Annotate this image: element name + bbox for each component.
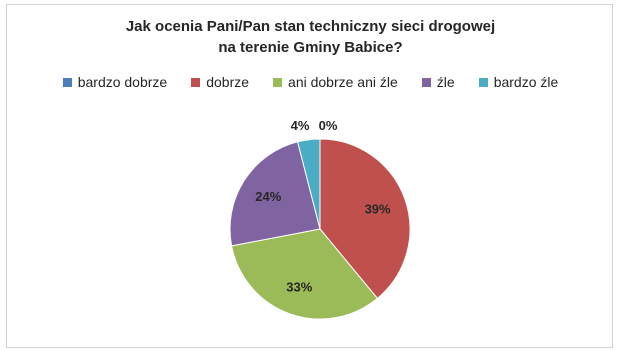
pie-label-zle: 24% (255, 189, 281, 204)
legend-swatch-zle (421, 77, 431, 87)
legend-label-dobrze: dobrze (206, 74, 250, 90)
legend-swatch-ani-dobrze-ani-zle (273, 77, 283, 87)
pie-slice-bardzo-zle (297, 138, 321, 230)
pie-slice-dobrze (319, 138, 411, 300)
legend-label-zle: źle (436, 74, 455, 90)
pie-label-ani-dobrze-ani-zle: 33% (286, 280, 312, 295)
pie-label-dobrze: 39% (365, 201, 391, 216)
chart-title: Jak ocenia Pani/Pan stan techniczny siec… (0, 16, 621, 58)
legend-label-ani-dobrze-ani-zle: ani dobrze ani źle (288, 74, 398, 90)
legend-label-bardzo-dobrze: bardzo dobrze (77, 74, 168, 90)
legend-label-bardzo-zle: bardzo źle (493, 74, 559, 90)
legend-item-zle: źle (421, 74, 455, 90)
chart-legend: bardzo dobrze dobrze ani dobrze ani źle … (0, 74, 621, 90)
legend-item-bardzo-dobrze: bardzo dobrze (62, 74, 168, 90)
legend-swatch-bardzo-zle (478, 77, 488, 87)
legend-item-bardzo-zle: bardzo źle (478, 74, 559, 90)
legend-item-ani-dobrze-ani-zle: ani dobrze ani źle (273, 74, 398, 90)
legend-swatch-dobrze (191, 77, 201, 87)
chart-title-line-1: Jak ocenia Pani/Pan stan techniczny siec… (125, 18, 496, 35)
pie-slice-ani-dobrze-ani-zle (231, 228, 379, 320)
pie-label-bardzo-dobrze: 0% (319, 118, 338, 133)
legend-item-dobrze: dobrze (191, 74, 249, 90)
pie-slice-zle (229, 141, 321, 247)
legend-swatch-bardzo-dobrze (62, 77, 72, 87)
pie-label-bardzo-zle: 4% (291, 118, 310, 133)
chart-title-line-2: na terenie Gminy Babice? (218, 39, 403, 56)
